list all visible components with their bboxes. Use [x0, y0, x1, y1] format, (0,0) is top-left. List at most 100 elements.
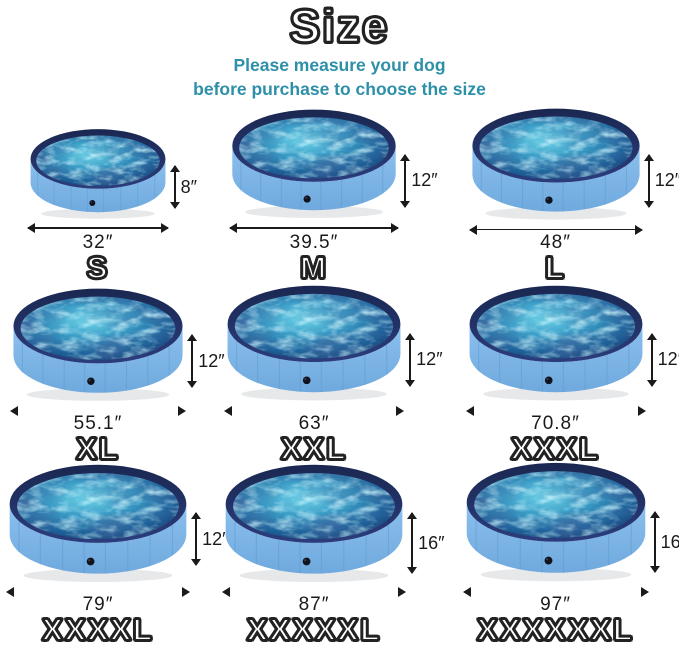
- pool-wall: [466, 502, 645, 574]
- pool-cell: 16″ 87″ XXXXXL: [196, 464, 445, 649]
- drain-plug-highlight: [304, 196, 307, 199]
- height-arrow-icon: [649, 511, 660, 574]
- pool-shadow: [485, 207, 626, 220]
- pool-wall-seams: [477, 341, 629, 393]
- pool-water-sparkle: [239, 117, 389, 179]
- pool-wall-seams: [475, 520, 632, 574]
- height-dimension: 12″: [645, 332, 679, 387]
- pool-wall: [13, 326, 183, 393]
- pool-wall-seams: [18, 521, 173, 574]
- height-dimension: 8″: [168, 165, 197, 210]
- width-label: 32″: [82, 232, 114, 254]
- drain-plug-icon: [86, 557, 95, 566]
- pool-image: [466, 463, 645, 582]
- width-arrow-icon: [229, 223, 399, 234]
- pool-wall-seams: [234, 521, 389, 574]
- height-dimension: 12″: [185, 334, 225, 389]
- height-arrow-icon: [407, 512, 418, 575]
- width-label: 48″: [540, 232, 571, 254]
- pool-shadow: [245, 205, 383, 218]
- pool-water-sparkle: [233, 472, 395, 539]
- pool-shadow: [41, 208, 155, 219]
- pool-wall-seams: [37, 172, 156, 212]
- pool-cell: 8″ 32″ S: [0, 106, 197, 287]
- pool-wall: [471, 145, 640, 212]
- size-label: XXXXXXL: [476, 612, 634, 648]
- pool-image-wrap: 12″: [5, 462, 229, 585]
- pool-cell: 12″ 55.1″ XL: [0, 286, 225, 468]
- pool-shadow: [239, 568, 389, 582]
- size-label: XXL: [280, 431, 348, 467]
- pool-water-sparkle: [473, 471, 638, 539]
- height-arrow-icon: [646, 332, 657, 387]
- height-arrow-icon: [643, 153, 654, 208]
- pool-wall-seams: [236, 341, 388, 393]
- pool-image-wrap: 12″: [468, 106, 679, 222]
- width-arrow-icon: [27, 223, 169, 234]
- pool-image: [227, 286, 401, 401]
- pool-grid: 8″ 32″ S: [0, 106, 679, 649]
- height-dimension: 12″: [642, 153, 679, 208]
- drain-plug-highlight: [545, 378, 548, 381]
- width-label: 97″: [540, 594, 571, 616]
- size-label: M: [299, 250, 328, 286]
- pool-image-wrap: 12″: [465, 283, 679, 403]
- pool-image-wrap: 12″: [223, 283, 443, 403]
- pool-shadow: [23, 568, 173, 582]
- drain-plug-icon: [87, 377, 95, 385]
- pool-cell: 12″ 79″ XXXXL: [0, 464, 229, 649]
- subtitle-line-1: Please measure your dog: [233, 55, 446, 76]
- height-label: 12″: [416, 349, 443, 370]
- subtitle: Please measure your dog before purchase …: [0, 54, 679, 101]
- pool-cell: 12″ 63″ XXL: [196, 286, 443, 468]
- height-dimension: 12″: [189, 512, 229, 567]
- drain-plug-highlight: [88, 378, 91, 381]
- pool-water-sparkle: [20, 296, 176, 360]
- width-label: 79″: [82, 594, 114, 616]
- pool-image: [232, 109, 396, 218]
- size-label: XXXXL: [41, 612, 154, 648]
- height-arrow-icon: [169, 165, 180, 210]
- pool-image: [225, 464, 403, 582]
- size-label: S: [86, 250, 110, 286]
- pool-image-wrap: 16″: [462, 460, 679, 584]
- size-label: XXXL: [510, 431, 600, 467]
- pool-wall-seams: [480, 162, 627, 212]
- pool-shadow: [26, 388, 170, 401]
- drain-plug-highlight: [546, 197, 549, 200]
- height-dimension: 16″: [648, 511, 679, 574]
- height-label: 12″: [657, 349, 679, 370]
- drain-plug-highlight: [90, 200, 93, 203]
- drain-plug-highlight: [304, 378, 307, 381]
- width-label: 55.1″: [73, 413, 123, 435]
- width-label: 63″: [298, 413, 330, 435]
- pool-water-sparkle: [17, 472, 179, 539]
- drain-plug-icon: [302, 557, 311, 566]
- pool-water-sparkle: [478, 116, 633, 180]
- width-label: 39.5″: [289, 232, 339, 254]
- pool-shadow: [480, 568, 631, 582]
- pool-wall-seams: [21, 342, 170, 393]
- pool-wall: [232, 145, 396, 211]
- pool-image: [471, 108, 640, 220]
- drain-plug-icon: [89, 199, 96, 206]
- drain-plug-icon: [302, 376, 311, 385]
- pool-image: [9, 464, 187, 582]
- pool-wall: [227, 324, 401, 393]
- pool-image-wrap: 12″: [9, 286, 225, 403]
- size-label: XL: [75, 431, 120, 467]
- width-label: 87″: [298, 594, 330, 616]
- pool-image: [30, 128, 166, 219]
- pool-wall: [225, 503, 403, 574]
- width-label: 70.8″: [531, 413, 580, 435]
- size-label: L: [544, 250, 566, 286]
- drain-plug-highlight: [545, 558, 548, 561]
- height-label: 12″: [654, 170, 679, 191]
- pool-image-wrap: 8″: [27, 127, 197, 221]
- drain-plug-highlight: [88, 558, 91, 561]
- pool-wall: [30, 158, 166, 212]
- height-label: 16″: [660, 531, 679, 552]
- drain-plug-icon: [544, 557, 552, 565]
- page-title: Size: [288, 0, 390, 52]
- height-arrow-icon: [187, 334, 198, 389]
